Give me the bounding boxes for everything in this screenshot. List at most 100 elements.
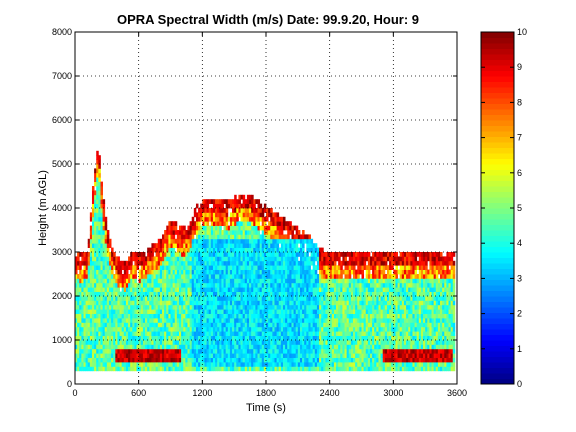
heatmap-cell xyxy=(185,256,188,262)
heatmap-cell xyxy=(140,300,144,306)
heatmap-cell xyxy=(100,243,103,248)
heatmap-cell xyxy=(253,230,256,235)
heatmap-cell xyxy=(96,362,99,367)
heatmap-cell xyxy=(246,348,250,354)
heatmap-cell xyxy=(138,274,142,279)
heatmap-cell xyxy=(291,322,294,328)
heatmap-cell xyxy=(389,353,392,358)
heatmap-cell xyxy=(367,340,371,345)
heatmap-cell xyxy=(246,243,250,248)
heatmap-cell xyxy=(195,230,199,235)
heatmap-cell xyxy=(198,212,201,218)
heatmap-cell xyxy=(132,326,135,332)
heatmap-cell xyxy=(395,274,398,279)
heatmap-cell xyxy=(382,353,386,358)
heatmap-cell xyxy=(108,362,112,367)
heatmap-cell xyxy=(397,366,401,372)
heatmap-cell xyxy=(134,322,137,328)
heatmap-cell xyxy=(104,340,108,345)
heatmap-cell xyxy=(181,348,184,354)
heatmap-cell xyxy=(96,366,99,372)
heatmap-cell xyxy=(134,300,137,306)
heatmap-cell xyxy=(272,344,275,350)
heatmap-cell xyxy=(159,318,163,323)
heatmap-cell xyxy=(130,252,133,257)
heatmap-cell xyxy=(321,335,324,341)
heatmap-cell xyxy=(331,278,335,284)
heatmap-cell xyxy=(113,353,116,358)
heatmap-cell xyxy=(270,225,273,231)
heatmap-cell xyxy=(336,348,339,354)
heatmap-cell xyxy=(249,282,252,288)
heatmap-cell xyxy=(170,296,174,301)
heatmap-cell xyxy=(261,247,265,253)
heatmap-cell xyxy=(289,243,292,248)
heatmap-cell xyxy=(353,348,356,354)
heatmap-cell xyxy=(219,234,222,240)
heatmap-cell xyxy=(215,208,218,213)
heatmap-cell xyxy=(268,326,271,332)
heatmap-cell xyxy=(94,225,97,231)
heatmap-cell xyxy=(287,357,290,363)
heatmap-cell xyxy=(98,278,101,284)
heatmap-cell xyxy=(278,234,282,240)
heatmap-cell xyxy=(227,234,231,240)
heatmap-cell xyxy=(155,304,159,310)
heatmap-cell xyxy=(83,366,87,372)
heatmap-cell xyxy=(187,348,190,354)
heatmap-cell xyxy=(219,265,222,270)
heatmap-cell xyxy=(83,331,87,336)
heatmap-cell xyxy=(178,260,182,266)
heatmap-cell xyxy=(115,357,118,363)
heatmap-cell xyxy=(195,291,199,297)
heatmap-cell xyxy=(363,362,367,367)
heatmap-cell xyxy=(344,326,348,332)
heatmap-cell xyxy=(238,309,241,314)
heatmap-cell xyxy=(189,278,193,284)
heatmap-cell xyxy=(215,221,218,226)
heatmap-cell xyxy=(344,304,348,310)
heatmap-cell xyxy=(128,256,131,262)
heatmap-cell xyxy=(325,269,328,275)
heatmap-cell xyxy=(138,313,142,319)
heatmap-cell xyxy=(321,326,324,332)
heatmap-cell xyxy=(140,278,144,284)
heatmap-cell xyxy=(83,287,87,292)
heatmap-cell xyxy=(159,362,163,367)
heatmap-cell xyxy=(193,326,197,332)
heatmap-cell xyxy=(344,300,348,306)
heatmap-cell xyxy=(410,326,413,332)
heatmap-cell xyxy=(187,304,190,310)
heatmap-cell xyxy=(108,274,112,279)
heatmap-cell xyxy=(221,318,224,323)
heatmap-cell xyxy=(113,309,116,314)
heatmap-cell xyxy=(242,304,246,310)
heatmap-cell xyxy=(299,252,303,257)
heatmap-cell xyxy=(274,366,278,372)
heatmap-cell xyxy=(244,252,248,257)
heatmap-cell xyxy=(183,313,186,319)
heatmap-cell xyxy=(263,230,267,235)
heatmap-cell xyxy=(272,366,275,372)
heatmap-cell xyxy=(178,318,182,323)
heatmap-cell xyxy=(367,348,371,354)
heatmap-cell xyxy=(282,318,286,323)
heatmap-cell xyxy=(91,243,95,248)
heatmap-cell xyxy=(221,326,224,332)
heatmap-cell xyxy=(389,278,392,284)
heatmap-cell xyxy=(238,304,241,310)
heatmap-cell xyxy=(312,331,316,336)
heatmap-cell xyxy=(89,282,93,288)
heatmap-cell xyxy=(142,265,146,270)
heatmap-cell xyxy=(297,269,301,275)
heatmap-cell xyxy=(123,353,127,358)
heatmap-cell xyxy=(276,326,280,332)
heatmap-cell xyxy=(121,331,125,336)
heatmap-cell xyxy=(198,216,201,222)
heatmap-cell xyxy=(98,216,101,222)
heatmap-cell xyxy=(98,260,101,266)
heatmap-cell xyxy=(96,344,99,350)
heatmap-cell xyxy=(289,260,292,266)
heatmap-cell xyxy=(259,313,263,319)
heatmap-cell xyxy=(100,309,103,314)
